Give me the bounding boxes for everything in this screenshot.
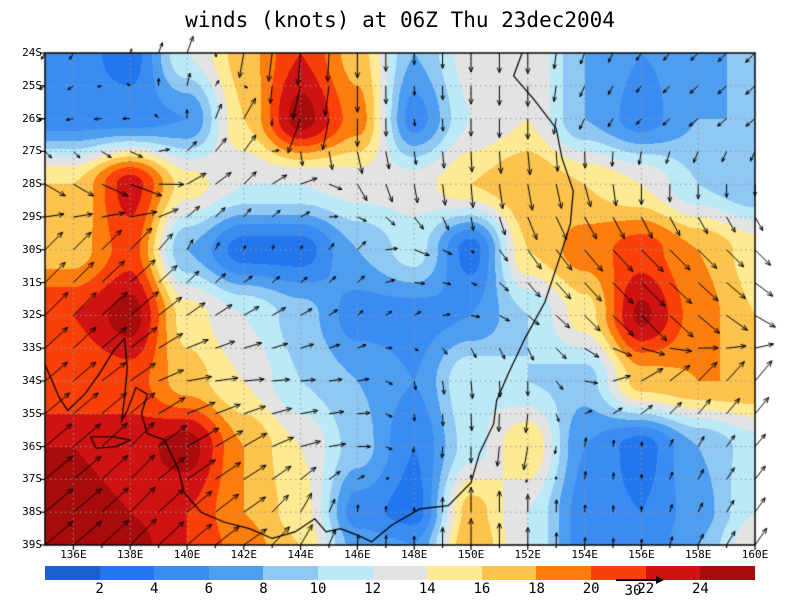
lon-tick-label: 150E [457,548,485,561]
lat-tick-label: 37S [22,472,42,486]
colorbar-segment [99,566,155,580]
lat-tick-label: 28S [22,177,42,191]
lon-tick-label: 152E [514,548,542,561]
lat-tick-label: 30S [22,242,42,256]
colorbar-segment [645,566,701,580]
lat-tick-label: 38S [22,505,42,519]
colorbar-level-label: 24 [691,581,709,597]
lon-tick-label: 146E [344,548,371,561]
colorbar-segment [263,566,319,580]
colorbar-segment [372,566,428,580]
lat-tick-label: 36S [22,439,42,453]
lat-tick-label: 24S [22,46,42,59]
lat-tick-label: 31S [22,275,42,289]
colorbar-level-label: 16 [473,581,491,597]
colorbar-segment [700,566,755,580]
colorbar-segment [154,566,209,580]
lat-tick-label: 39S [22,538,42,551]
lon-tick-label: 142E [230,548,258,561]
colorbar-level-label: 22 [637,581,655,597]
lon-tick-label: 136E [60,548,87,561]
lat-tick-label: 27S [22,144,42,158]
colorbar-level-label: 10 [309,581,327,597]
colorbar [45,566,755,580]
colorbar-segment [45,566,100,580]
lat-tick-label: 34S [22,374,42,387]
chart-title: winds (knots) at 06Z Thu 23dec2004 [185,8,615,32]
colorbar-level-label: 2 [95,581,104,597]
reference-arrow-line [616,579,658,581]
colorbar-level-label: 8 [259,581,268,597]
colorbar-level-label: 4 [150,581,159,597]
colorbar-segment [591,566,646,580]
lat-tick-label: 33S [22,341,42,355]
colorbar-segment [481,566,537,580]
colorbar-level-label: 6 [204,581,214,597]
lat-tick-label: 35S [22,406,42,420]
colorbar-segment [536,566,592,580]
colorbar-segment [318,566,373,580]
colorbar-level-label: 12 [364,581,382,597]
colorbar-level-label: 18 [528,581,545,597]
lon-tick-label: 154E [571,548,598,561]
lon-tick-label: 144E [287,548,314,561]
colorbar-segment [208,566,264,580]
lon-tick-label: 156E [628,548,655,561]
lat-tick-label: 32S [22,308,42,322]
lon-tick-label: 140E [173,548,201,561]
lon-tick-label: 160E [741,548,769,561]
lat-tick-label: 25S [22,78,42,92]
lat-tick-label: 29S [22,210,42,223]
lon-tick-label: 158E [684,548,712,561]
colorbar-segment [427,566,482,580]
reference-arrow-head-icon [656,576,664,584]
lon-tick-label: 148E [400,548,428,561]
colorbar-level-label: 20 [582,581,600,597]
reference-arrow-label: 30 [624,583,642,599]
lon-tick-label: 138E [116,548,144,561]
colorbar-level-label: 14 [418,581,436,597]
lat-tick-label: 26S [22,111,42,125]
